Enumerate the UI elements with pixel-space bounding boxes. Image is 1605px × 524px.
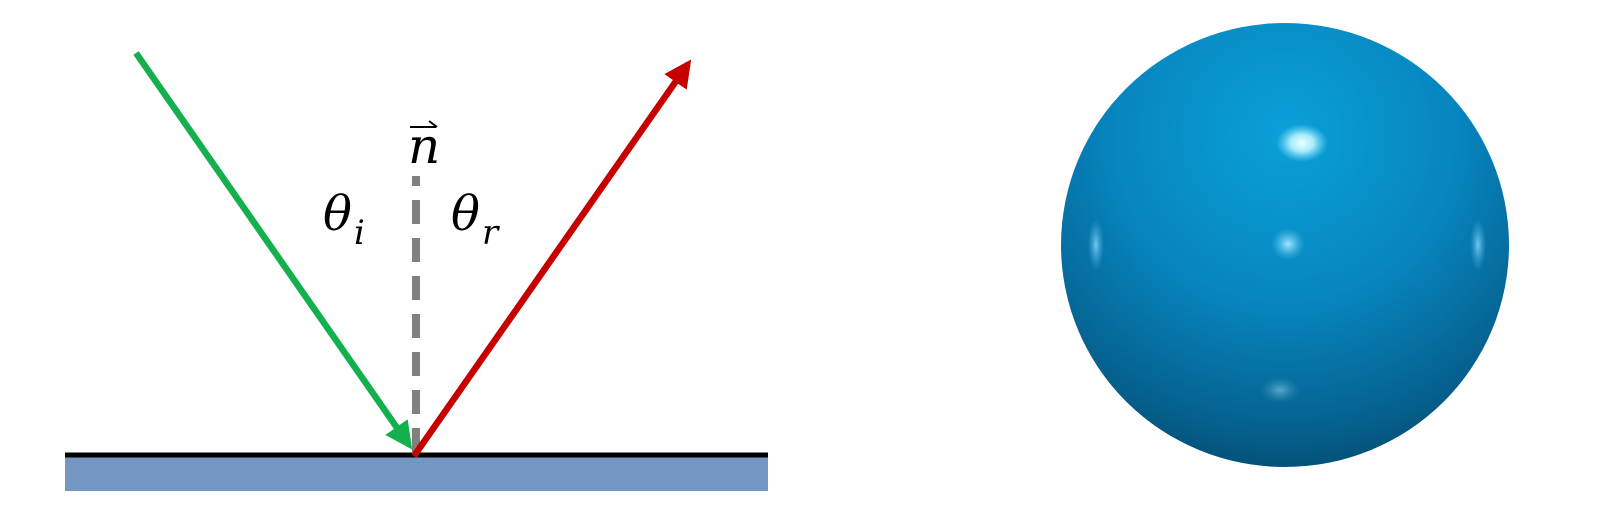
shiny-sphere: [1061, 23, 1509, 467]
reflected-angle-subscript: r: [482, 213, 500, 253]
sphere-specular-highlight-left: [1088, 219, 1104, 271]
incident-angle-symbol: θ: [323, 186, 352, 242]
incident-ray-arrow: [133, 51, 413, 450]
normal-vector-label: n: [408, 117, 440, 175]
sphere-specular-highlight-right: [1470, 219, 1486, 271]
vector-arrow-head-icon: [428, 120, 438, 128]
sphere-specular-highlight-top: [1276, 124, 1328, 162]
sphere-specular-highlight-bottom: [1260, 377, 1300, 403]
reflecting-surface: [65, 455, 768, 491]
sphere-specular-highlight-center: [1271, 228, 1305, 260]
incident-angle-subscript: i: [354, 213, 365, 253]
reflected-ray-arrow: [411, 59, 692, 458]
reflected-angle-symbol: θ: [451, 186, 480, 242]
